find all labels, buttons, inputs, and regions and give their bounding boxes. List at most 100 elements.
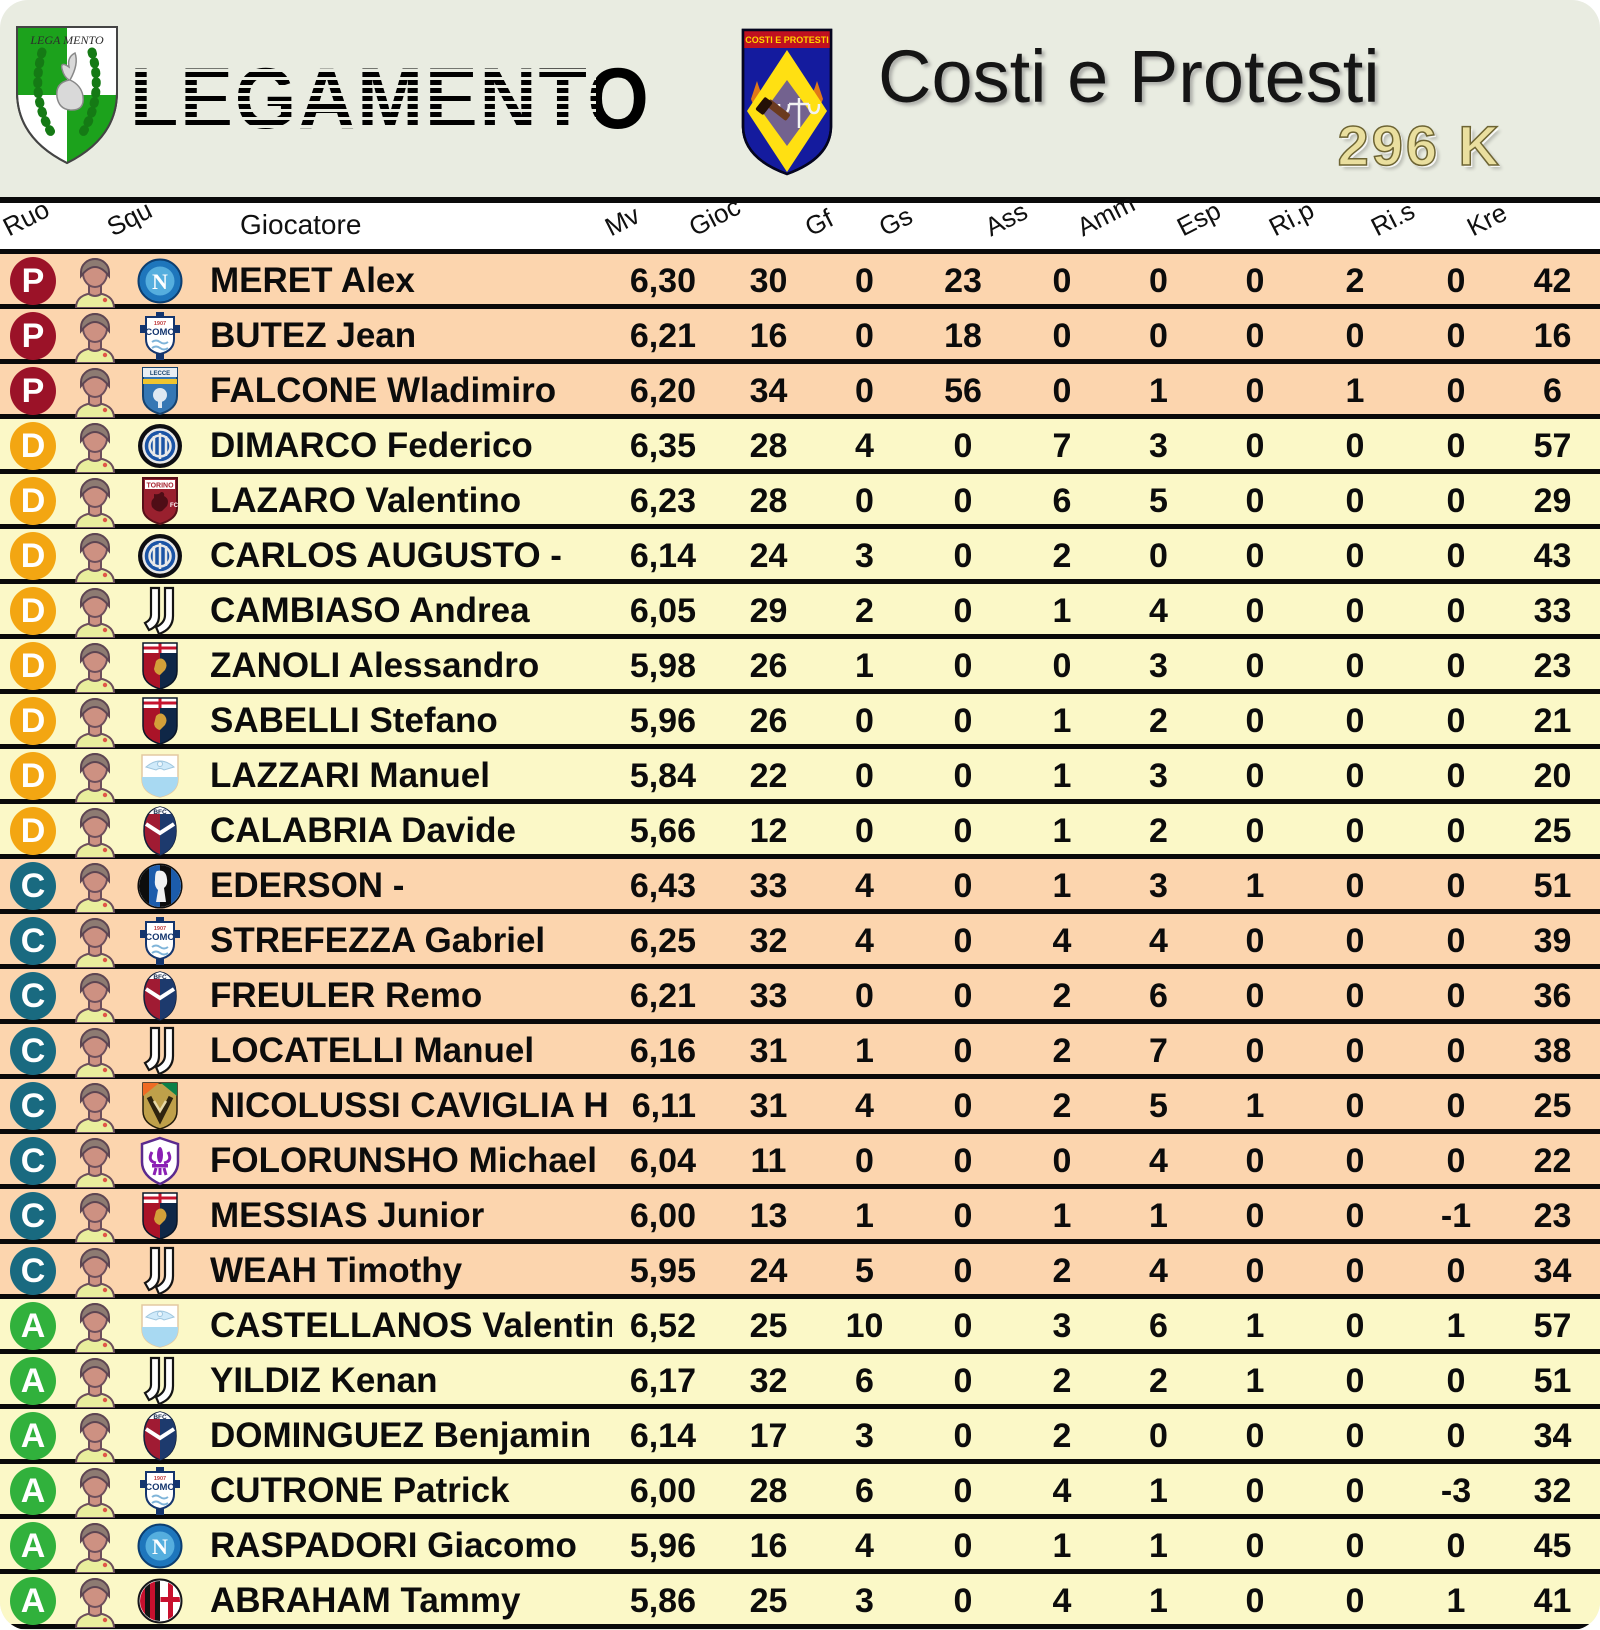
stat-ass: 0 <box>1052 371 1072 410</box>
stat-esp: 0 <box>1245 811 1265 850</box>
table-row[interactable]: C FOLORUNSHO Michael 6,04 11 0 0 0 4 0 0 0 22 <box>0 1134 1600 1189</box>
stat-mv: 5,66 <box>629 811 696 850</box>
bologna-crest-icon: BFC <box>143 1411 177 1461</box>
player-avatar-icon <box>74 918 116 968</box>
table-row[interactable]: P N MERET Alex 6,30 30 0 23 0 0 0 2 0 42 <box>0 254 1600 309</box>
stat-ris: 0 <box>1446 371 1466 410</box>
stat-esp: 0 <box>1245 976 1265 1015</box>
stat-mv: 5,98 <box>629 646 696 685</box>
stat-rip: 0 <box>1345 1526 1365 1565</box>
table-row[interactable]: D LAZZARI Manuel 5,84 22 0 0 1 3 0 0 0 20 <box>0 749 1600 804</box>
player-name: ZANOLI Alessandro <box>210 646 540 685</box>
svg-text:BFC: BFC <box>153 974 167 981</box>
stat-gf: 1 <box>855 1196 874 1235</box>
roster-table: Ruo Squ Giocatore Mv Gioc Gf Gs Ass Amm Esp Ri.p Ri… <box>0 188 1600 1629</box>
table-row[interactable]: A 1907 COMO CUTRONE Patrick 6,00 28 6 0 4 1 0 0 -3 3… <box>0 1464 1600 1519</box>
stat-gf: 10 <box>845 1306 884 1345</box>
column-header-gioc[interactable]: Gioc <box>683 191 746 243</box>
column-header-mv[interactable]: Mv <box>599 199 645 243</box>
player-avatar-icon <box>74 698 116 748</box>
team-crest-icon: COSTI E PROTESTI <box>741 28 833 176</box>
stat-ass: 4 <box>1052 1471 1072 1510</box>
stat-ass: 1 <box>1052 756 1072 795</box>
player-name: BUTEZ Jean <box>210 316 417 355</box>
fiorentina-crest-icon <box>140 1136 180 1186</box>
player-avatar-icon <box>74 1413 116 1463</box>
stat-esp: 0 <box>1245 756 1265 795</box>
stat-rip: 0 <box>1345 1361 1365 1400</box>
table-row[interactable]: D BFC CALABRIA Davide 5,66 12 0 0 1 2 0 0 0 25 <box>0 804 1600 859</box>
stat-rip: 0 <box>1345 536 1365 575</box>
stat-gs: 0 <box>953 481 973 520</box>
column-header-squ[interactable]: Squ <box>101 194 157 243</box>
inter-crest-icon <box>138 534 182 578</box>
stat-mv: 6,05 <box>629 591 696 630</box>
stat-ass: 1 <box>1052 701 1072 740</box>
table-row[interactable]: A YILDIZ Kenan 6,17 32 6 0 2 2 1 0 0 51 <box>0 1354 1600 1409</box>
column-header-kre[interactable]: Kre <box>1461 197 1512 243</box>
table-row[interactable]: C EDERSON - 6,43 33 4 0 1 3 1 0 0 51 <box>0 859 1600 914</box>
table-row[interactable]: P 1907 COMO BUTEZ Jean 6,21 16 0 18 0 0 0 0 0 16 <box>0 309 1600 364</box>
table-row[interactable]: A N RASPADORI Giacomo 5,96 16 4 0 1 1 0 0 0 45 <box>0 1519 1600 1574</box>
stat-gioc: 32 <box>749 1361 788 1400</box>
stat-ris: 0 <box>1446 811 1466 850</box>
table-row[interactable]: D CARLOS AUGUSTO - 6,14 24 3 0 2 0 0 0 0 43 <box>0 529 1600 584</box>
stat-gioc: 34 <box>749 371 788 410</box>
role-badge: D <box>10 697 56 745</box>
stat-esp: 0 <box>1245 481 1265 520</box>
table-row[interactable]: D CAMBIASO Andrea 6,05 29 2 0 1 4 0 0 0 33 <box>0 584 1600 639</box>
column-header-ris[interactable]: Ri.s <box>1365 195 1420 243</box>
svg-text:N: N <box>152 269 168 294</box>
stat-mv: 5,86 <box>629 1581 696 1620</box>
table-row[interactable]: C WEAH Timothy 5,95 24 5 0 2 4 0 0 0 34 <box>0 1244 1600 1299</box>
player-name: STREFEZZA Gabriel <box>210 921 546 960</box>
player-name: FALCONE Wladimiro <box>210 371 557 410</box>
stat-esp: 0 <box>1245 646 1265 685</box>
svg-text:1907: 1907 <box>154 321 166 327</box>
table-row[interactable]: C 1907 COMO STREFEZZA Gabriel 6,25 32 4 0 4 4 0 0 0… <box>0 914 1600 969</box>
stat-gioc: 33 <box>749 976 788 1015</box>
table-row[interactable]: C NICOLUSSI CAVIGLIA H 6,11 31 4 0 2 5 1 0 0 25 <box>0 1079 1600 1134</box>
stat-gf: 6 <box>855 1361 874 1400</box>
stat-kre: 51 <box>1533 866 1572 905</box>
table-row[interactable]: D TORINO FC LAZARO Valentino 6,23 28 0 0 6 5 0 0 0 2… <box>0 474 1600 529</box>
column-header-giocatore[interactable]: Giocatore <box>240 209 362 240</box>
lazio-crest-icon <box>141 1304 179 1348</box>
player-avatar-icon <box>74 1468 116 1518</box>
stat-mv: 6,43 <box>629 866 696 905</box>
stat-rip: 0 <box>1345 811 1365 850</box>
player-name: CALABRIA Davide <box>210 811 516 850</box>
stat-gf: 1 <box>855 646 874 685</box>
atalanta-crest-icon <box>137 863 183 909</box>
column-header-ass[interactable]: Ass <box>979 195 1033 243</box>
column-header-gs[interactable]: Gs <box>873 200 918 243</box>
role-badge: C <box>10 1082 56 1130</box>
table-row[interactable]: D DIMARCO Federico 6,35 28 4 0 7 3 0 0 0 57 <box>0 419 1600 474</box>
stat-ris: 0 <box>1446 976 1466 1015</box>
column-header-gf[interactable]: Gf <box>799 202 839 243</box>
stat-ass: 2 <box>1052 1251 1072 1290</box>
table-row[interactable]: A ABRAHAM Tammy 5,86 25 3 0 4 1 0 0 1 41 <box>0 1574 1600 1629</box>
stat-gs: 0 <box>953 866 973 905</box>
svg-text:N: N <box>152 1534 168 1559</box>
table-row[interactable]: A BFC DOMINGUEZ Benjamin 6,14 17 3 0 2 0 0 0 0 34 <box>0 1409 1600 1464</box>
column-header-ruo[interactable]: Ruo <box>0 193 55 243</box>
table-row[interactable]: P LECCE FALCONE Wladimiro 6,20 34 0 56 0 1 0 1 0 6 <box>0 364 1600 419</box>
stat-rip: 0 <box>1345 866 1365 905</box>
stat-kre: 22 <box>1533 1141 1572 1180</box>
table-row[interactable]: D SABELLI Stefano 5,96 26 0 0 1 2 0 0 0 21 <box>0 694 1600 749</box>
column-header-esp[interactable]: Esp <box>1171 195 1226 243</box>
stat-gs: 0 <box>953 811 973 850</box>
table-row[interactable]: A CASTELLANOS Valentin 6,52 25 10 0 3 6 1 0 1 57 <box>0 1299 1600 1354</box>
table-row[interactable]: C MESSIAS Junior 6,00 13 1 0 1 1 0 0 -1 23 <box>0 1189 1600 1244</box>
table-row[interactable]: C LOCATELLI Manuel 6,16 31 1 0 2 7 0 0 0 38 <box>0 1024 1600 1079</box>
table-row[interactable]: C BFC FREULER Remo 6,21 33 0 0 2 6 0 0 0 36 <box>0 969 1600 1024</box>
stat-ris: 1 <box>1446 1581 1466 1620</box>
column-header-rip[interactable]: Ri.p <box>1263 194 1319 243</box>
stat-kre: 29 <box>1533 481 1572 520</box>
napoli-crest-icon: N <box>137 258 183 304</box>
stat-rip: 0 <box>1345 1581 1365 1620</box>
role-badge: C <box>10 972 56 1020</box>
table-row[interactable]: D ZANOLI Alessandro 5,98 26 1 0 0 3 0 0 0 23 <box>0 639 1600 694</box>
